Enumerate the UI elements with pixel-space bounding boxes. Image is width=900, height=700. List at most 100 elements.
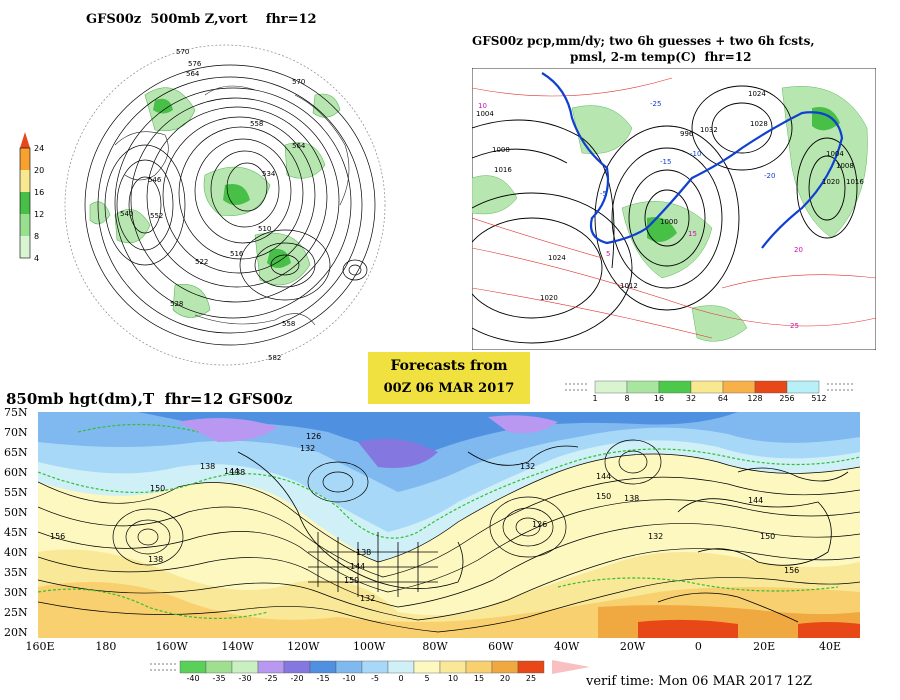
isobar-label: 996 xyxy=(680,130,694,138)
isobar-label: 1020 xyxy=(540,294,558,302)
colorbar-tick-16: 16 xyxy=(34,188,45,197)
temperature-colorbar-tick: -5 xyxy=(371,674,379,683)
contour-label: 552 xyxy=(150,212,164,220)
verif-time: verif time: Mon 06 MAR 2017 12Z xyxy=(586,674,812,689)
isobar-label: 1000 xyxy=(660,218,678,226)
longitude-label: 160E xyxy=(25,640,55,653)
contour-label: 534 xyxy=(262,170,276,178)
precip-colorbar-cell xyxy=(722,380,756,394)
contour-label: 576 xyxy=(188,60,202,68)
precip-colorbar-cell xyxy=(754,380,788,394)
height-contour-label: 144 xyxy=(224,467,240,476)
temp-label: 10 xyxy=(478,102,487,110)
temp-label: -15 xyxy=(660,158,672,166)
isobar-label: 1016 xyxy=(846,178,864,186)
contour-label: 522 xyxy=(195,258,209,266)
height-contour-label: 144 xyxy=(748,496,764,505)
precip-pmsl-map xyxy=(472,68,876,350)
height-contour-label: 138 xyxy=(230,468,246,477)
latitude-label: 30N xyxy=(4,586,28,599)
height-contour-label: 132 xyxy=(520,462,536,471)
isobar-label: 1016 xyxy=(494,166,512,174)
temperature-colorbar-cell xyxy=(413,660,441,674)
temperature-colorbar-cell xyxy=(309,660,337,674)
temperature-colorbar-cell xyxy=(491,660,519,674)
longitude-label: 20E xyxy=(753,640,776,653)
height-contour-label: 138 xyxy=(200,462,216,471)
temperature-colorbar-tick: 25 xyxy=(525,674,537,683)
temperature-colorbar-cell xyxy=(361,660,389,674)
temperature-colorbar-tick: 20 xyxy=(499,674,511,683)
panel-precip-title-line2: pmsl, 2-m temp(C) fhr=12 xyxy=(570,50,752,64)
precip-colorbar-tick: 256 xyxy=(779,394,795,403)
contour-label: 564 xyxy=(292,142,306,150)
temperature-colorbar-tick: -40 xyxy=(186,674,200,683)
isobar-label: 1008 xyxy=(492,146,510,154)
longitude-label: 60W xyxy=(488,640,514,653)
temperature-colorbar-cell xyxy=(257,660,285,674)
precip-colorbar-tick: 512 xyxy=(811,394,827,403)
longitude-label: 140W xyxy=(221,640,254,653)
height-contour-label: 132 xyxy=(648,532,664,541)
latitude-label: 75N xyxy=(4,406,28,419)
temperature-colorbar-tick: -10 xyxy=(342,674,356,683)
height-contour-label: 132 xyxy=(360,594,376,603)
height-contour-label: 150 xyxy=(596,492,612,501)
isobar-label: 1028 xyxy=(750,120,768,128)
temperature-colorbar-tick: 15 xyxy=(473,674,485,683)
contour-label: 558 xyxy=(282,320,296,328)
precip-colorbar-tick: 128 xyxy=(747,394,763,403)
isobar-label: 1024 xyxy=(748,90,766,98)
panel-850mb-title: 850mb hgt(dm),T fhr=12 GFS00z xyxy=(6,390,293,408)
longitude-label: 40E xyxy=(818,640,842,653)
forecast-box-line2: 00Z 06 MAR 2017 xyxy=(383,381,515,396)
temp-label: 20 xyxy=(794,246,803,254)
temperature-colorbar-tick: -25 xyxy=(264,674,278,683)
temp-label: 25 xyxy=(790,322,799,330)
height-contour-label: 144 xyxy=(596,472,612,481)
precip-colorbar-cell xyxy=(786,380,820,394)
latitude-label: 45N xyxy=(4,526,28,539)
isobar-label: 1004 xyxy=(826,150,844,158)
latitude-label: 20N xyxy=(4,626,28,639)
height-contour-label: 126 xyxy=(306,432,322,441)
height-contour-label: 150 xyxy=(344,576,360,585)
precip-colorbar-cell xyxy=(658,380,692,394)
map-850mb xyxy=(38,412,860,638)
height-contour-label: 156 xyxy=(50,532,66,541)
isobar-label: 1012 xyxy=(620,282,638,290)
forecast-box: Forecasts from 00Z 06 MAR 2017 xyxy=(368,352,530,404)
isobar-label: 1020 xyxy=(822,178,840,186)
isobar-label: 1004 xyxy=(476,110,494,118)
height-contour-label: 150 xyxy=(760,532,776,541)
forecast-box-line1: Forecasts from xyxy=(390,358,508,374)
height-contour-label: 138 xyxy=(624,494,640,503)
latitude-label: 50N xyxy=(4,506,28,519)
temperature-colorbar-tick: -30 xyxy=(238,674,252,683)
contour-label: 570 xyxy=(292,78,306,86)
longitude-label: 180 xyxy=(95,640,117,653)
colorbar-tick-4: 4 xyxy=(34,254,40,263)
contour-label: 582 xyxy=(268,354,282,362)
temp-label: 5 xyxy=(606,250,611,258)
precip-colorbar-tick: 32 xyxy=(685,394,697,403)
temp-label: -25 xyxy=(650,100,662,108)
isobar-label: 1032 xyxy=(700,126,718,134)
panel-500mb-title: GFS00z 500mb Z,vort fhr=12 xyxy=(86,12,317,27)
precip-colorbar-cell xyxy=(690,380,724,394)
temperature-colorbar-tick: 10 xyxy=(447,674,459,683)
contour-label: 558 xyxy=(250,120,264,128)
contour-label: 564 xyxy=(186,70,200,78)
contour-label: 528 xyxy=(170,300,184,308)
longitude-label: 20W xyxy=(619,640,646,653)
longitude-label: 120W xyxy=(287,640,320,653)
contour-label: 570 xyxy=(176,48,190,56)
colorbar-tick-20: 20 xyxy=(34,166,45,175)
contour-label: 540 xyxy=(120,210,134,218)
longitude-label: 160W xyxy=(155,640,188,653)
colorbar-tick-12: 12 xyxy=(34,210,45,219)
latitude-label: 70N xyxy=(4,426,28,439)
temperature-colorbar-tick: 5 xyxy=(424,674,430,683)
isobar-label: 1024 xyxy=(548,254,566,262)
temperature-colorbar xyxy=(150,660,590,674)
